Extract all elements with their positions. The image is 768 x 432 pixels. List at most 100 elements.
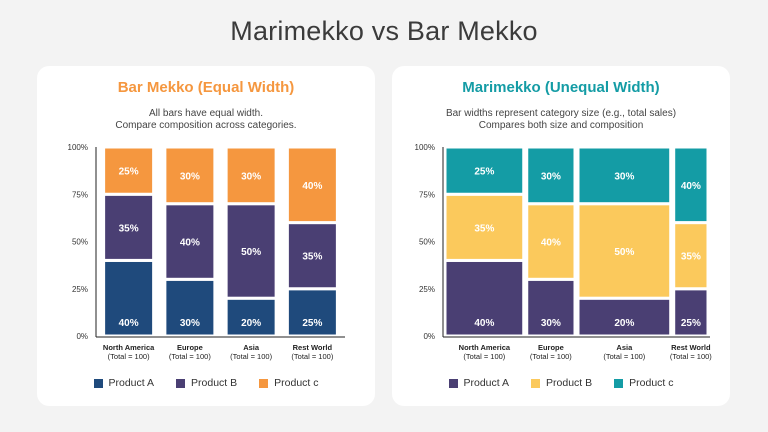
data-label: 35% bbox=[681, 252, 701, 263]
data-label: 25% bbox=[302, 318, 322, 329]
data-label: 40% bbox=[474, 318, 494, 329]
bar-segment-product-a bbox=[525, 277, 577, 338]
marimekko-legend: Product A Product B Product c bbox=[392, 377, 730, 389]
data-label: 50% bbox=[614, 247, 634, 258]
legend-label-product-b: Product B bbox=[191, 377, 238, 389]
bar-segment-product-a bbox=[163, 277, 217, 338]
x-category-note: (Total = 100) bbox=[463, 352, 505, 361]
x-category-label: Europe bbox=[538, 343, 564, 352]
data-label: 30% bbox=[614, 171, 634, 182]
data-label: 30% bbox=[541, 171, 561, 182]
legend-item-product-b: Product B bbox=[531, 377, 592, 389]
data-label: 30% bbox=[180, 171, 200, 182]
bar-mekko-chart: 0% 25% 50% 75% 100% 40% 35% 25% 30% 40% 30% 20% 50% 3… bbox=[68, 143, 345, 361]
data-label: 30% bbox=[180, 318, 200, 329]
bar-mekko-subtitle-line-2: Compare composition across categories. bbox=[115, 120, 297, 131]
legend-item-product-b: Product B bbox=[176, 377, 237, 389]
x-category-label: Asia bbox=[616, 343, 633, 352]
legend-item-product-a: Product A bbox=[448, 377, 510, 389]
x-category-note: (Total = 100) bbox=[530, 352, 572, 361]
legend-swatch-product-c bbox=[614, 378, 624, 388]
bar-segment-product-b bbox=[163, 202, 217, 281]
x-category-note: (Total = 100) bbox=[169, 352, 211, 361]
legend-item-product-a: Product A bbox=[93, 377, 155, 389]
bar-segment-product-b bbox=[576, 202, 673, 300]
legend-swatch-product-a bbox=[448, 378, 458, 388]
y-tick-label: 75% bbox=[419, 190, 435, 199]
x-category-note: (Total = 100) bbox=[108, 352, 150, 361]
marimekko-subtitle-line-2: Compares both size and composition bbox=[478, 120, 644, 131]
data-label: 25% bbox=[681, 318, 701, 329]
x-category-label: Rest World bbox=[293, 343, 333, 352]
data-label: 20% bbox=[614, 318, 634, 329]
data-label: 40% bbox=[302, 181, 322, 192]
data-label: 40% bbox=[541, 238, 561, 249]
y-tick-label: 25% bbox=[72, 285, 88, 294]
legend-label-product-a: Product A bbox=[463, 377, 510, 389]
legend-label-product-c: Product c bbox=[629, 377, 674, 389]
data-label: 25% bbox=[474, 167, 494, 178]
x-category-note: (Total = 100) bbox=[230, 352, 272, 361]
data-label: 35% bbox=[119, 223, 139, 234]
x-category-note: (Total = 100) bbox=[291, 352, 333, 361]
x-category-label: Europe bbox=[177, 343, 203, 352]
data-label: 40% bbox=[119, 318, 139, 329]
legend-item-product-c: Product c bbox=[259, 377, 319, 389]
bar-mekko-card: Bar Mekko (Equal Width) All bars have eq… bbox=[37, 66, 375, 406]
y-tick-label: 50% bbox=[72, 238, 88, 247]
data-label: 40% bbox=[180, 238, 200, 249]
bar-segment-product-c bbox=[443, 145, 526, 196]
bar-segment-product-c bbox=[576, 145, 673, 206]
y-tick-label: 75% bbox=[72, 190, 88, 199]
legend-swatch-product-b bbox=[531, 378, 541, 388]
bar-mekko-title: Bar Mekko (Equal Width) bbox=[117, 79, 295, 96]
legend-swatch-product-c bbox=[259, 378, 269, 388]
data-label: 35% bbox=[302, 252, 322, 263]
y-tick-label: 25% bbox=[419, 285, 435, 294]
y-tick-label: 100% bbox=[68, 143, 88, 152]
marimekko-title: Marimekko (Unequal Width) bbox=[462, 79, 660, 96]
y-tick-label: 100% bbox=[415, 143, 435, 152]
legend-label-product-b: Product B bbox=[546, 377, 593, 389]
bar-segment-product-c bbox=[102, 145, 156, 196]
bar-segment-product-a bbox=[224, 296, 278, 338]
x-category-label: Asia bbox=[243, 343, 260, 352]
legend-item-product-c: Product c bbox=[614, 377, 674, 389]
bar-segment-product-c bbox=[224, 145, 278, 206]
x-category-note: (Total = 100) bbox=[603, 352, 645, 361]
data-label: 20% bbox=[241, 318, 261, 329]
legend-swatch-product-b bbox=[176, 378, 186, 388]
data-label: 40% bbox=[681, 181, 701, 192]
x-category-note: (Total = 100) bbox=[670, 352, 712, 361]
bar-segment-product-c bbox=[163, 145, 217, 206]
marimekko-card: Marimekko (Unequal Width) Bar widths rep… bbox=[392, 66, 730, 406]
data-label: 25% bbox=[119, 167, 139, 178]
data-label: 30% bbox=[541, 318, 561, 329]
bar-segment-product-c bbox=[285, 145, 339, 225]
x-category-label: North America bbox=[459, 343, 511, 352]
data-label: 50% bbox=[241, 247, 261, 258]
marimekko-subtitle-line-1: Bar widths represent category size (e.g.… bbox=[445, 108, 677, 119]
bar-segment-product-a bbox=[102, 258, 156, 338]
bar-segment-product-b bbox=[102, 192, 156, 262]
bar-segment-product-b bbox=[443, 192, 526, 262]
bar-segment-product-a bbox=[443, 258, 526, 338]
y-tick-label: 0% bbox=[76, 332, 88, 341]
y-tick-label: 50% bbox=[419, 238, 435, 247]
legend-label-product-a: Product A bbox=[108, 377, 155, 389]
legend-swatch-product-a bbox=[93, 378, 103, 388]
bar-segment-product-a bbox=[576, 296, 673, 338]
bar-segment-product-c bbox=[672, 145, 710, 225]
marimekko-chart: 0% 25% 50% 75% 100% 40% 35% 25% 30% 40% 30% 20% 50% 3… bbox=[415, 143, 713, 361]
page-title: Marimekko vs Bar Mekko bbox=[230, 16, 538, 46]
bar-mekko-legend: Product A Product B Product c bbox=[37, 377, 375, 389]
data-label: 30% bbox=[241, 171, 261, 182]
y-tick-label: 0% bbox=[423, 332, 435, 341]
bar-segment-product-b bbox=[525, 202, 577, 281]
bar-segment-product-c bbox=[525, 145, 577, 206]
data-label: 35% bbox=[474, 223, 494, 234]
x-category-label: North America bbox=[103, 343, 155, 352]
x-category-label: Rest World bbox=[671, 343, 711, 352]
bar-segment-product-b bbox=[672, 221, 710, 291]
legend-label-product-c: Product c bbox=[274, 377, 319, 389]
